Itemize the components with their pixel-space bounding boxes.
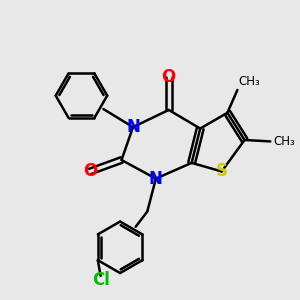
Text: N: N [149,169,163,188]
Text: N: N [126,118,140,136]
Text: O: O [83,163,97,181]
Text: CH₃: CH₃ [273,135,295,148]
Text: O: O [162,68,176,86]
Text: CH₃: CH₃ [239,76,261,88]
Text: Cl: Cl [92,271,110,289]
Text: S: S [216,163,228,181]
